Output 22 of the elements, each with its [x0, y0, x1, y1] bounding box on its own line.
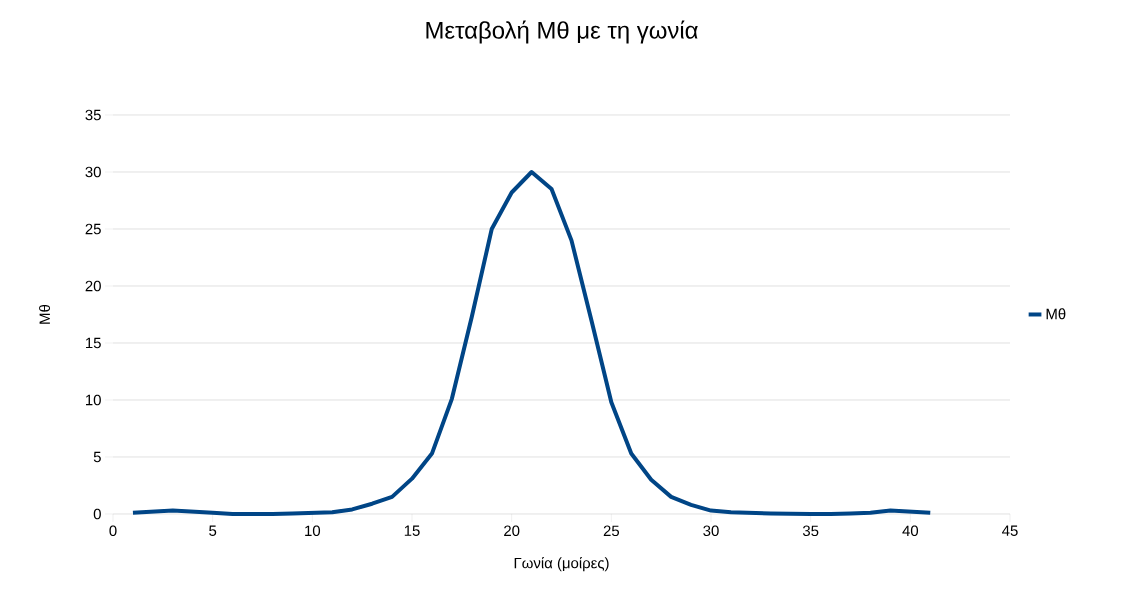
legend-label: Μθ: [1046, 308, 1066, 320]
chart-title: Μεταβολή Μθ με τη γωνία: [426, 20, 698, 44]
x-tick-label: 25: [603, 525, 620, 537]
y-tick-label: 15: [86, 337, 101, 349]
y-tick-label: 20: [85, 280, 101, 292]
y-tick-label: 10: [86, 394, 101, 406]
x-tick-label: 5: [209, 525, 217, 536]
y-axis-title: Μθ: [39, 304, 51, 324]
y-tick-label: 30: [85, 166, 101, 178]
y-tick-label: 25: [85, 223, 101, 235]
x-tick-label: 30: [703, 525, 719, 537]
x-tick-label: 15: [404, 525, 420, 536]
y-tick-label: 5: [93, 451, 101, 463]
x-tick-label: 10: [305, 525, 321, 537]
y-tick-label: 35: [85, 109, 101, 121]
x-tick-label: 35: [802, 525, 819, 537]
y-tick-label: 0: [93, 508, 101, 520]
x-tick-label: 20: [504, 525, 520, 537]
x-tick-label: 40: [902, 525, 919, 537]
x-axis-title: Γωνία (μοίρες): [514, 556, 609, 572]
x-tick-label: 45: [1002, 525, 1018, 536]
x-tick-label: 0: [109, 525, 117, 537]
